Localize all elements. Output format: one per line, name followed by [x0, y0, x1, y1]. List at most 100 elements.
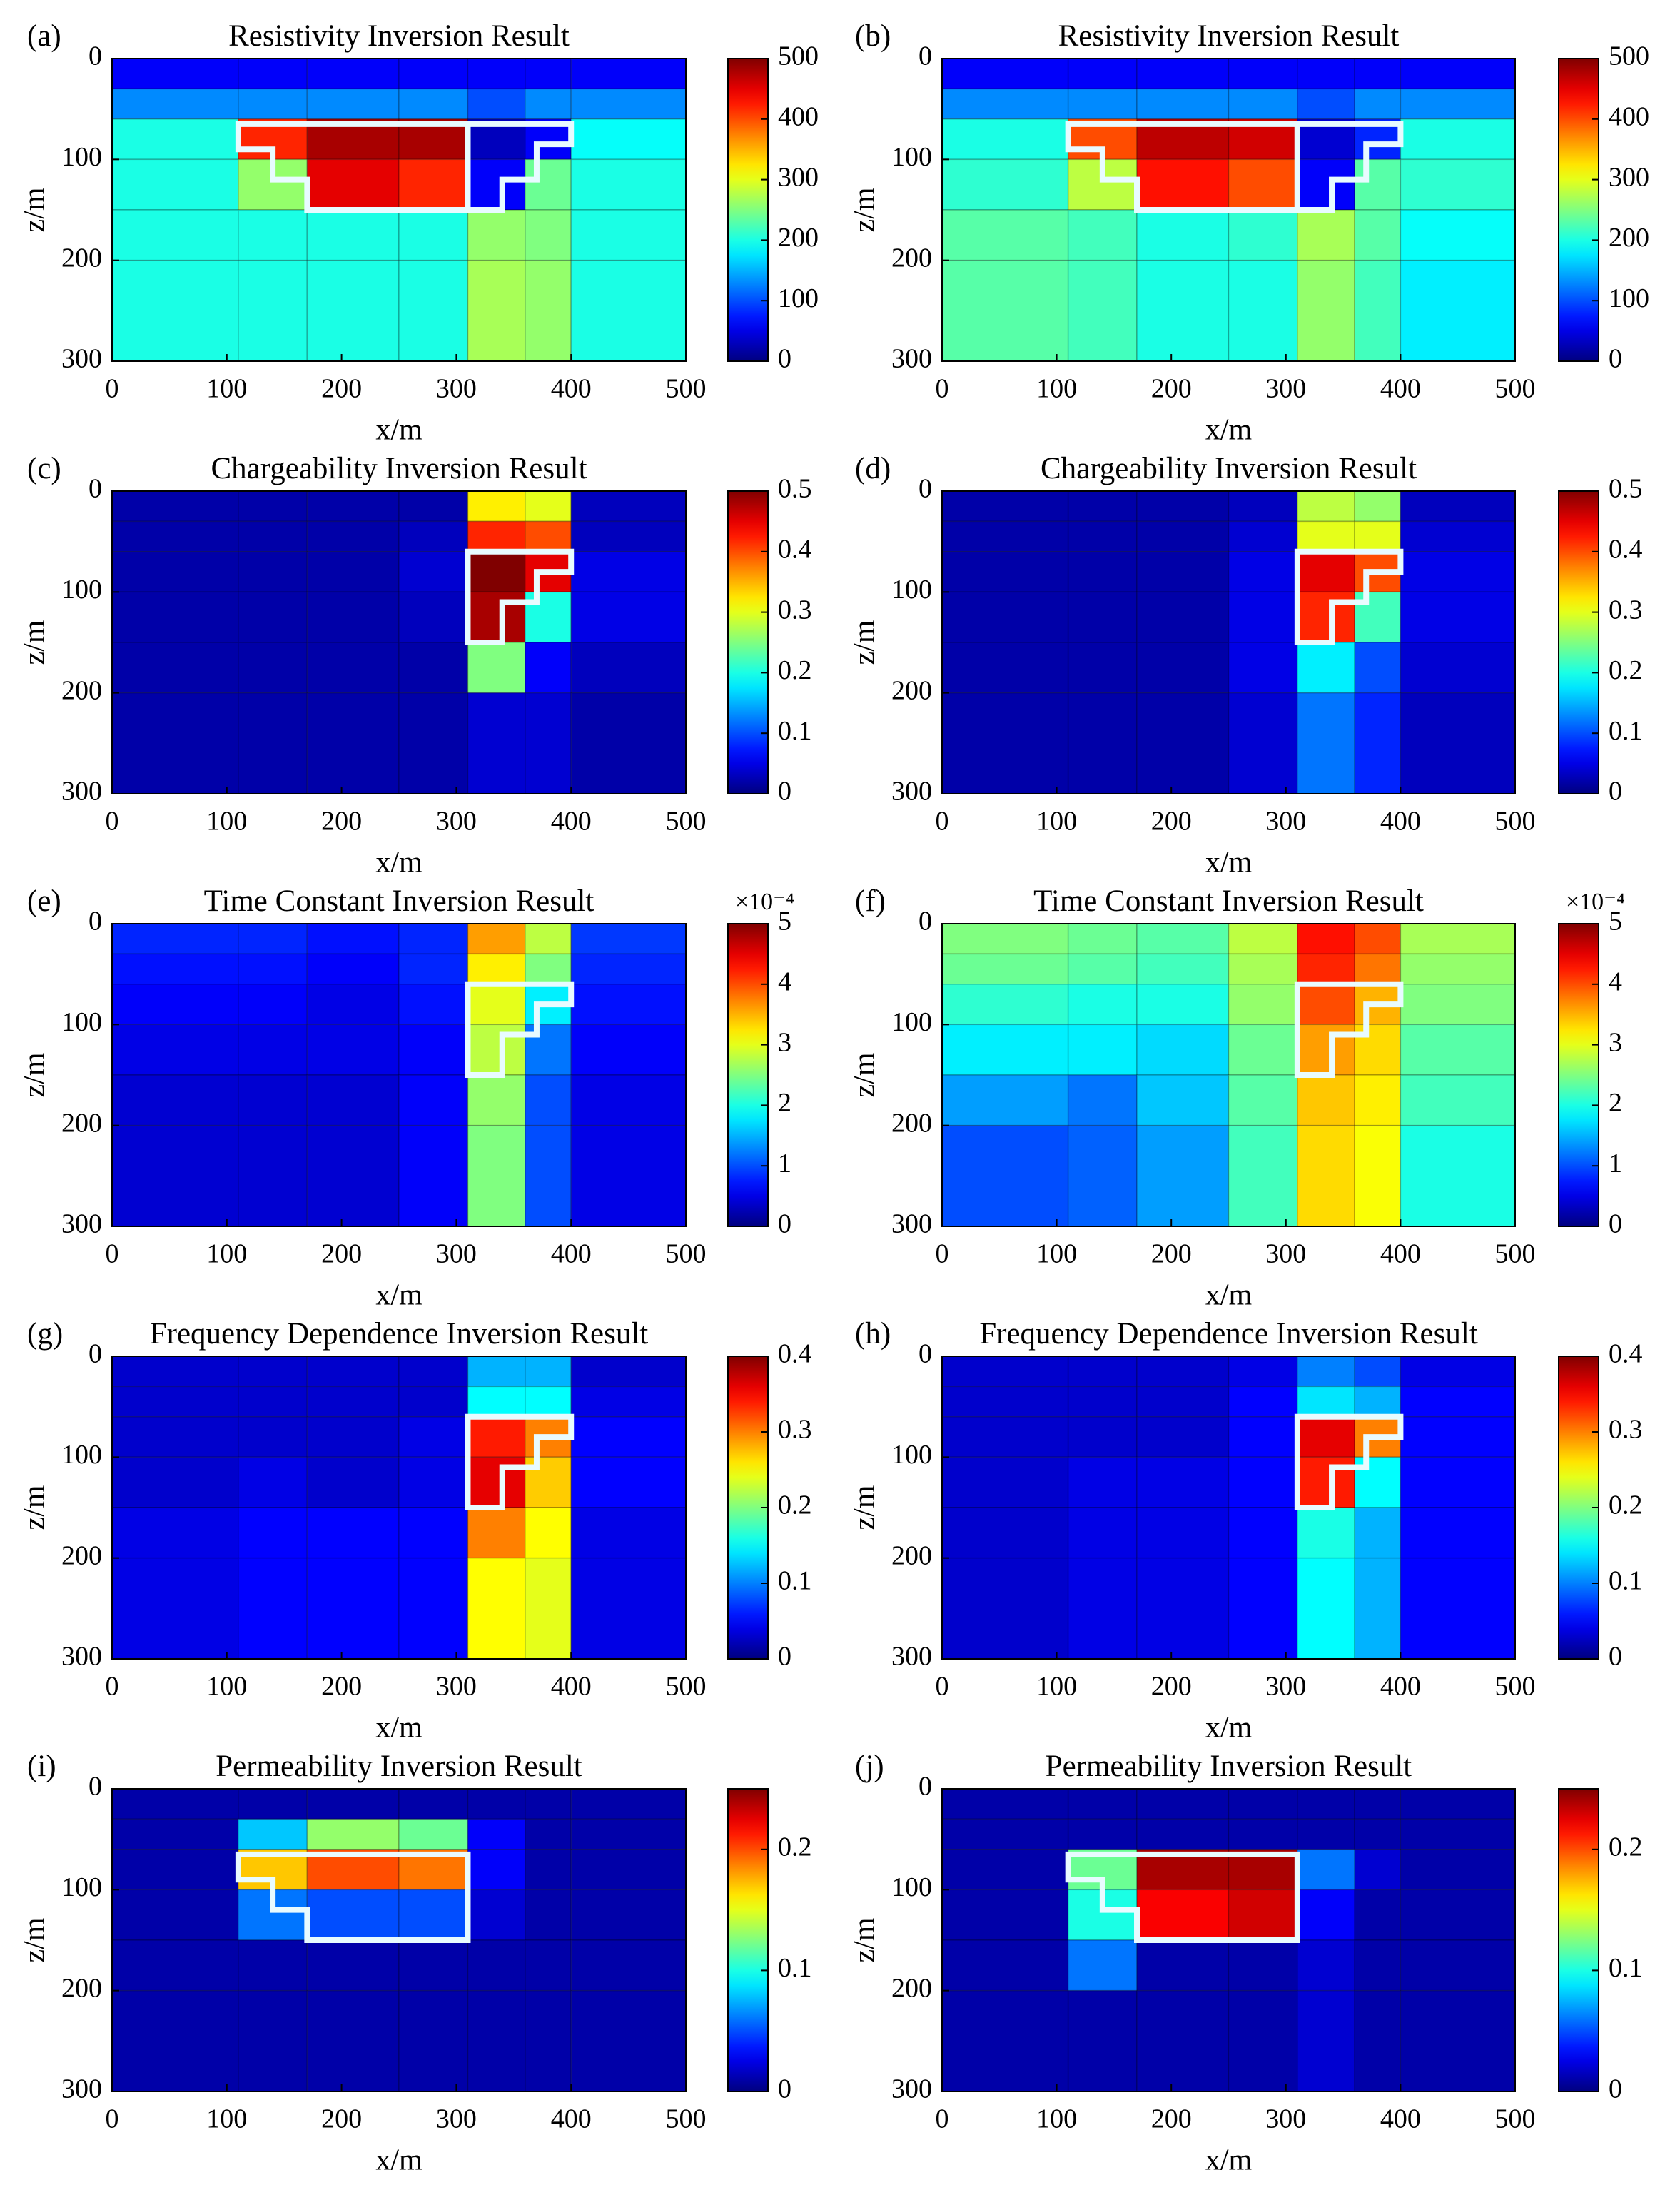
- heatmap-cell: [1297, 1557, 1355, 1660]
- heatmap-cell: [306, 1939, 400, 1992]
- heatmap-cell: [306, 259, 400, 362]
- y-tick-label: 0: [88, 41, 102, 71]
- heatmap-cell: [467, 953, 526, 985]
- x-tick-label: 500: [666, 1672, 707, 1702]
- x-tick-label: 300: [436, 807, 477, 837]
- heatmap-cell: [525, 1386, 572, 1418]
- heatmap-cell: [1067, 1788, 1138, 1820]
- heatmap-cell: [1136, 209, 1230, 261]
- heatmap-cell: [570, 692, 687, 794]
- heatmap-cell: [941, 88, 1069, 120]
- heatmap-cell: [1228, 1989, 1298, 2092]
- heatmap-cell: [1136, 1024, 1230, 1076]
- heatmap-cell: [525, 490, 572, 523]
- colorbar-tick-label: 0.4: [778, 1339, 812, 1369]
- heatmap-cell: [1067, 692, 1138, 794]
- heatmap-cell: [398, 642, 469, 694]
- heatmap-cell: [398, 1989, 469, 2092]
- heatmap-cell: [467, 692, 526, 794]
- x-tick-label: 100: [206, 1239, 247, 1269]
- y-tick-label: 200: [61, 243, 102, 273]
- heatmap-cell: [1400, 1989, 1516, 2092]
- heatmap-cell: [941, 1074, 1069, 1126]
- heatmap-cell: [398, 88, 469, 120]
- y-tick-label: 0: [88, 474, 102, 504]
- heatmap-cell: [1354, 953, 1402, 985]
- colorbar-tick-label: 0: [1609, 2074, 1622, 2104]
- chart-title: Time Constant Inversion Result: [1033, 884, 1424, 918]
- chart-title: Resistivity Inversion Result: [1058, 19, 1400, 53]
- heatmap-cell: [306, 1889, 400, 1941]
- heatmap-cell: [941, 1989, 1069, 2092]
- heatmap-cell: [1354, 1557, 1402, 1660]
- heatmap-cell: [1400, 1818, 1516, 1850]
- heatmap-cell: [111, 1074, 239, 1126]
- x-axis-label: x/m: [375, 847, 422, 879]
- heatmap-cell: [111, 88, 239, 120]
- heatmap-cell: [238, 1124, 308, 1227]
- heatmap-cell: [1400, 984, 1516, 1026]
- heatmap-cell: [306, 1818, 400, 1850]
- heatmap-cell: [1297, 520, 1355, 552]
- heatmap-cell: [1297, 1989, 1355, 2092]
- heatmap-cell: [306, 1356, 400, 1388]
- heatmap-cell: [1228, 58, 1298, 90]
- heatmap-cell: [941, 984, 1069, 1026]
- heatmap-cell: [1297, 1074, 1355, 1126]
- colorbar-tick-label: 4: [778, 967, 791, 997]
- heatmap-cell: [525, 259, 572, 362]
- heatmap-cell: [570, 88, 687, 120]
- heatmap-cell: [238, 1989, 308, 2092]
- y-axis-label: z/m: [19, 620, 51, 665]
- y-tick-label: 100: [61, 575, 102, 605]
- heatmap-cell: [398, 259, 469, 362]
- heatmap-cell: [570, 551, 687, 593]
- heatmap-cell: [1067, 1024, 1138, 1076]
- heatmap-cell: [306, 1989, 400, 2092]
- heatmap-cell: [1297, 953, 1355, 985]
- y-axis-label: z/m: [849, 1052, 881, 1097]
- heatmap-cell: [111, 209, 239, 261]
- y-tick-label: 200: [61, 675, 102, 705]
- x-axis-label: x/m: [1205, 1279, 1253, 1312]
- heatmap-cell: [525, 58, 572, 90]
- heatmap-cell: [1354, 209, 1402, 261]
- heatmap-cell: [570, 1356, 687, 1388]
- heatmap-cell: [111, 1507, 239, 1559]
- heatmap-cell: [1228, 259, 1298, 362]
- heatmap-cell: [941, 158, 1069, 211]
- heatmap-cell: [467, 259, 526, 362]
- heatmap-cell: [1354, 1507, 1402, 1559]
- heatmap-cell: [1297, 692, 1355, 794]
- y-tick-label: 200: [61, 1540, 102, 1570]
- heatmap-cell: [1067, 259, 1138, 362]
- colorbar-tick-label: 300: [778, 162, 819, 192]
- y-axis-label: z/m: [849, 620, 881, 665]
- x-tick-label: 400: [551, 374, 592, 404]
- heatmap-cell: [398, 158, 469, 211]
- heatmap-cell: [1136, 1356, 1230, 1388]
- x-axis-label: x/m: [1205, 1712, 1253, 1745]
- heatmap-cell: [1136, 953, 1230, 985]
- y-axis-label: z/m: [849, 187, 881, 232]
- y-tick-label: 0: [88, 1772, 102, 1802]
- heatmap-cell: [525, 1074, 572, 1126]
- plot-frame: [941, 58, 1516, 362]
- heatmap-cell: [525, 158, 572, 211]
- y-tick-label: 100: [61, 142, 102, 172]
- colorbar-tick-label: 0: [1609, 1642, 1622, 1672]
- x-tick-label: 200: [321, 1239, 362, 1269]
- colorbar-tick-label: 0.5: [1609, 474, 1643, 504]
- heatmap-cell: [941, 520, 1069, 552]
- plot-frame: [941, 923, 1516, 1227]
- colorbar-tick-label: 500: [778, 41, 819, 71]
- heatmap-cell: [467, 1356, 526, 1388]
- heatmap-cell: [1400, 158, 1516, 211]
- heatmap-cell: [467, 1939, 526, 1992]
- x-tick-label: 200: [321, 2104, 362, 2134]
- colorbar-tick-label: 5: [778, 907, 791, 937]
- heatmap-cell: [1400, 923, 1516, 955]
- heatmap-cell: [467, 1849, 526, 1891]
- heatmap-cell: [1297, 1788, 1355, 1820]
- anomaly-outline: [235, 1851, 471, 1943]
